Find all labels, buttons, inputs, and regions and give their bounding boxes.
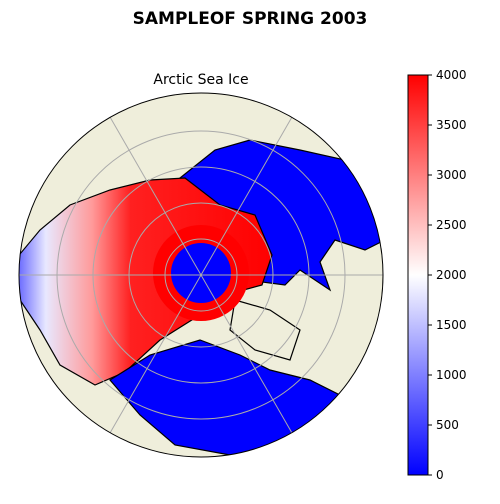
colorbar-tick-label: 4000: [436, 68, 467, 82]
map-title: Arctic Sea Ice: [153, 72, 248, 88]
colorbar-tick-label: 500: [436, 418, 459, 432]
map-border: [18, 92, 384, 458]
colorbar-tick-label: 0: [436, 468, 444, 482]
colorbar-tick-label: 2000: [436, 268, 467, 282]
colorbar-tick-label: 2500: [436, 218, 467, 232]
colorbar-tick-label: 3000: [436, 168, 467, 182]
colorbar-fill: [407, 74, 429, 476]
colorbar-tick-label: 1000: [436, 368, 467, 382]
colorbar-tick-label: 3500: [436, 118, 467, 132]
colorbar-tick-label: 1500: [436, 318, 467, 332]
colorbar: 0 500 1000 1500 2000 2500 3000 3500 4000: [407, 68, 467, 482]
title: SAMPLEOF SPRING 2003: [133, 9, 368, 29]
map: [19, 93, 383, 457]
